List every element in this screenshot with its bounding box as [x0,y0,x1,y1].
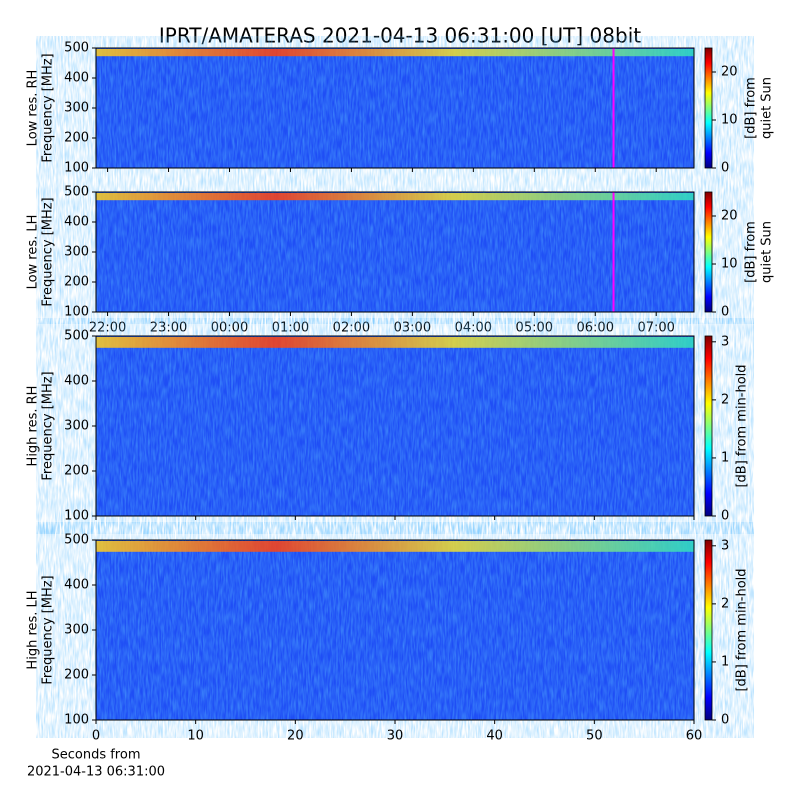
y-tick-label: 200 [64,275,89,290]
y-tick-label: 300 [64,419,89,434]
y-tick-label: 400 [64,215,89,230]
x-tick-label: 03:00 [394,321,431,336]
x-tick-label: 04:00 [455,321,492,336]
y-tick-label: 200 [64,464,89,479]
y-axis-label: Frequency [MHz] [41,575,56,684]
colorbar-tick-label: 10 [721,113,738,128]
y-tick-label: 300 [64,623,89,638]
colorbar-tick-label: 0 [721,305,729,320]
x-tick-label: 07:00 [637,321,674,336]
plot-frame [95,47,695,169]
y-tick-label: 500 [64,41,89,56]
y-tick-label: 500 [64,185,89,200]
y-tick-label: 100 [64,305,89,320]
x-tick-label: 01:00 [272,321,309,336]
colorbar-label: [dB] from [744,77,759,139]
y-tick-label: 500 [64,533,89,548]
spectrogram-band [96,193,694,201]
colorbar [704,335,713,517]
colorbar-tick-label: 2 [721,596,729,611]
x-tick-label: 60 [686,729,703,744]
colorbar-label: quiet Sun [760,221,775,283]
colorbar-label: [dB] from [744,221,759,283]
spectrogram-texture [96,336,694,516]
colorbar-tick-label: 20 [721,209,738,224]
y-tick-label: 400 [64,374,89,389]
spectrogram-texture [96,48,694,168]
colorbar-tick-label: 2 [721,392,729,407]
x-tick-label: 50 [586,729,603,744]
y-tick-label: 300 [64,101,89,116]
x-tick-label: 02:00 [333,321,370,336]
y-tick-label: 500 [64,329,89,344]
colorbar-tick-label: 3 [721,334,729,349]
colorbar-tick-label: 10 [721,257,738,272]
x-tick-label: 22:00 [89,321,126,336]
x-tick-label: 0 [92,729,100,744]
plot-frame [95,191,695,313]
colorbar-label: quiet Sun [760,77,775,139]
spectrogram-band [96,337,694,348]
x-tick-label: 05:00 [516,321,553,336]
title: IPRT/AMATERAS 2021-04-13 06:31:00 [UT] 0… [159,24,641,48]
y-tick-label: 400 [64,71,89,86]
colorbar-tick-label: 1 [721,654,729,669]
y-axis-label: High res. LH [26,590,41,669]
x-axis-label: Seconds from [51,748,140,763]
y-axis-label: Frequency [MHz] [41,371,56,480]
colorbar [704,47,713,169]
plot-frame [95,335,695,517]
colorbar-tick-label: 0 [721,161,729,176]
x-tick-label: 00:00 [211,321,248,336]
y-tick-label: 300 [64,245,89,260]
colorbar [704,191,713,313]
y-tick-label: 100 [64,713,89,728]
plot-frame [95,539,695,721]
x-tick-label: 30 [387,729,404,744]
x-tick-label: 23:00 [150,321,187,336]
y-tick-label: 200 [64,668,89,683]
x-tick-label: 06:00 [577,321,614,336]
y-axis-label: High res. RH [26,386,41,467]
spectrogram-band [96,49,694,57]
colorbar-tick-label: 0 [721,713,729,728]
colorbar-tick-label: 0 [721,509,729,524]
colorbar-tick-label: 20 [721,65,738,80]
colorbar [704,539,713,721]
y-axis-label: Low res. LH [26,215,41,290]
x-tick-label: 10 [187,729,204,744]
spectrogram-texture [96,192,694,312]
spectrogram-band [96,541,694,552]
y-axis-label: Frequency [MHz] [41,53,56,162]
x-tick-label: 20 [287,729,304,744]
y-axis-label: Frequency [MHz] [41,197,56,306]
colorbar-tick-label: 1 [721,450,729,465]
y-tick-label: 100 [64,161,89,176]
x-axis-label: 2021-04-13 06:31:00 [27,765,165,780]
spectrogram-texture [96,540,694,720]
y-tick-label: 200 [64,131,89,146]
y-tick-label: 400 [64,578,89,593]
x-tick-label: 40 [486,729,503,744]
colorbar-label: [dB] from min-hold [735,568,750,691]
y-axis-label: Low res. RH [26,70,41,147]
colorbar-tick-label: 3 [721,538,729,553]
y-tick-label: 100 [64,509,89,524]
colorbar-label: [dB] from min-hold [735,364,750,487]
